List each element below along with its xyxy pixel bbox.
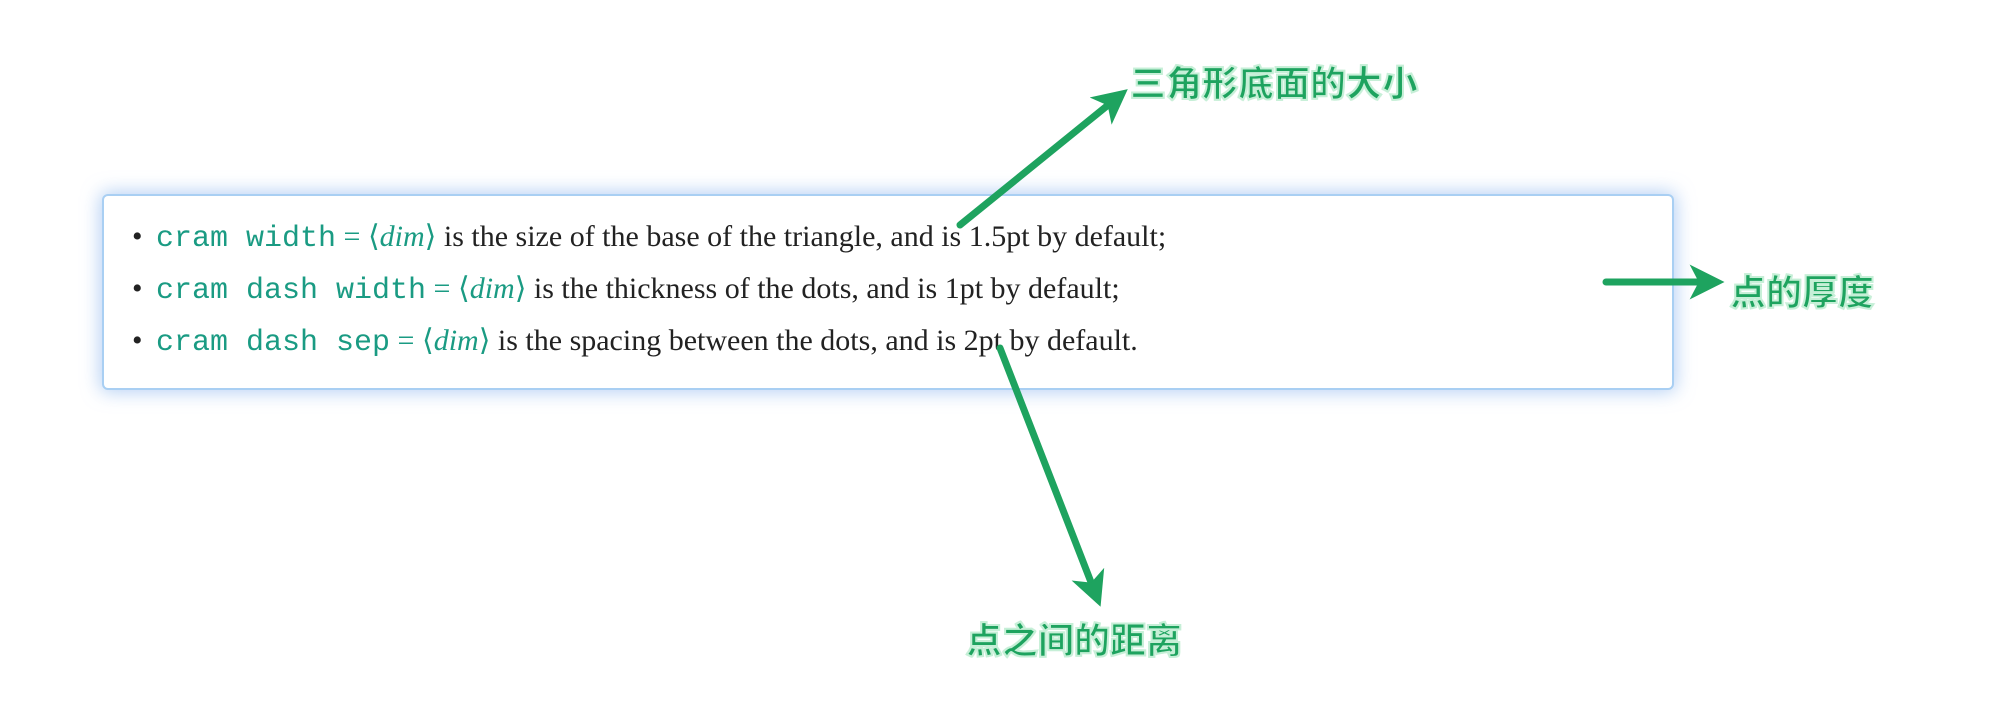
- parameter-item: cram width = ⟨dim⟩ is the size of the ba…: [156, 214, 1644, 262]
- angle-bracket-right: ⟩: [515, 272, 527, 305]
- param-dim: dim: [434, 324, 479, 357]
- angle-bracket-right: ⟩: [425, 220, 437, 253]
- annotation-triangle-base-size: 三角形底面的大小: [1130, 55, 1418, 107]
- angle-bracket-right: ⟩: [479, 324, 491, 357]
- param-dim: dim: [380, 220, 425, 253]
- equals-sign: =: [336, 220, 368, 253]
- param-dim: dim: [470, 272, 515, 305]
- param-keyword: cram width: [156, 222, 336, 256]
- parameter-item: cram dash width = ⟨dim⟩ is the thickness…: [156, 266, 1644, 314]
- parameter-list: cram width = ⟨dim⟩ is the size of the ba…: [156, 214, 1644, 366]
- parameter-item: cram dash sep = ⟨dim⟩ is the spacing bet…: [156, 318, 1644, 366]
- param-keyword: cram dash width: [156, 274, 426, 308]
- param-description: is the spacing between the dots, and is …: [490, 324, 1137, 357]
- angle-bracket-left: ⟨: [422, 324, 434, 357]
- param-description: is the thickness of the dots, and is 1pt…: [526, 272, 1119, 305]
- param-description: is the size of the base of the triangle,…: [436, 220, 1166, 253]
- angle-bracket-left: ⟨: [458, 272, 470, 305]
- documentation-box: cram width = ⟨dim⟩ is the size of the ba…: [104, 196, 1672, 388]
- param-keyword: cram dash sep: [156, 326, 390, 360]
- annotation-dot-spacing: 点之间的距离: [966, 612, 1182, 664]
- equals-sign: =: [390, 324, 422, 357]
- angle-bracket-left: ⟨: [368, 220, 380, 253]
- annotation-dot-thickness: 点的厚度: [1730, 264, 1874, 316]
- equals-sign: =: [426, 272, 458, 305]
